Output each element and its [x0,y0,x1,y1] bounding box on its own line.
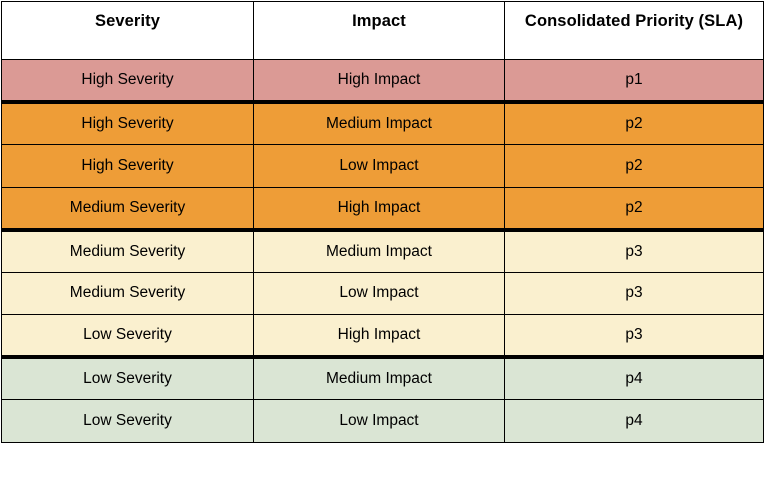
table-header: Severity Impact Consolidated Priority (S… [1,1,764,60]
column-header-severity: Severity [1,1,254,60]
priority-cell: p1 [504,59,764,104]
severity-cell: Low Severity [1,399,254,443]
impact-cell: Medium Impact [253,356,505,400]
priority-cell: p4 [504,399,764,443]
table-row: Medium Severity High Impact p2 [1,186,764,232]
table-row: Low Severity High Impact p3 [1,314,764,359]
severity-cell: Medium Severity [1,186,254,232]
priority-cell: p3 [504,271,764,315]
table-row: Medium Severity Low Impact p3 [1,271,764,315]
priority-cell: p3 [504,229,764,273]
priority-cell: p2 [504,186,764,232]
severity-cell: High Severity [1,144,254,188]
impact-cell: High Impact [253,314,505,359]
priority-matrix-table: Severity Impact Consolidated Priority (S… [1,1,764,443]
severity-cell: High Severity [1,101,254,145]
table-row: Low Severity Medium Impact p4 [1,356,764,400]
impact-cell: Low Impact [253,271,505,315]
table-row: High Severity High Impact p1 [1,59,764,104]
table-row: Medium Severity Medium Impact p3 [1,229,764,273]
severity-cell: Medium Severity [1,229,254,273]
table-body: High Severity High Impact p1 High Severity M… [1,59,764,443]
impact-cell: High Impact [253,186,505,232]
impact-cell: Medium Impact [253,229,505,273]
table-row: Low Severity Low Impact p4 [1,399,764,443]
severity-cell: Medium Severity [1,271,254,315]
impact-cell: Medium Impact [253,101,505,145]
priority-cell: p4 [504,356,764,400]
priority-cell: p3 [504,314,764,359]
impact-cell: Low Impact [253,399,505,443]
priority-cell: p2 [504,144,764,188]
header-row: Severity Impact Consolidated Priority (S… [1,1,764,60]
column-header-priority: Consolidated Priority (SLA) [504,1,764,60]
severity-cell: High Severity [1,59,254,104]
impact-cell: High Impact [253,59,505,104]
column-header-impact: Impact [253,1,505,60]
impact-cell: Low Impact [253,144,505,188]
table-row: High Severity Low Impact p2 [1,144,764,188]
severity-cell: Low Severity [1,356,254,400]
table-row: High Severity Medium Impact p2 [1,101,764,145]
severity-cell: Low Severity [1,314,254,359]
priority-cell: p2 [504,101,764,145]
